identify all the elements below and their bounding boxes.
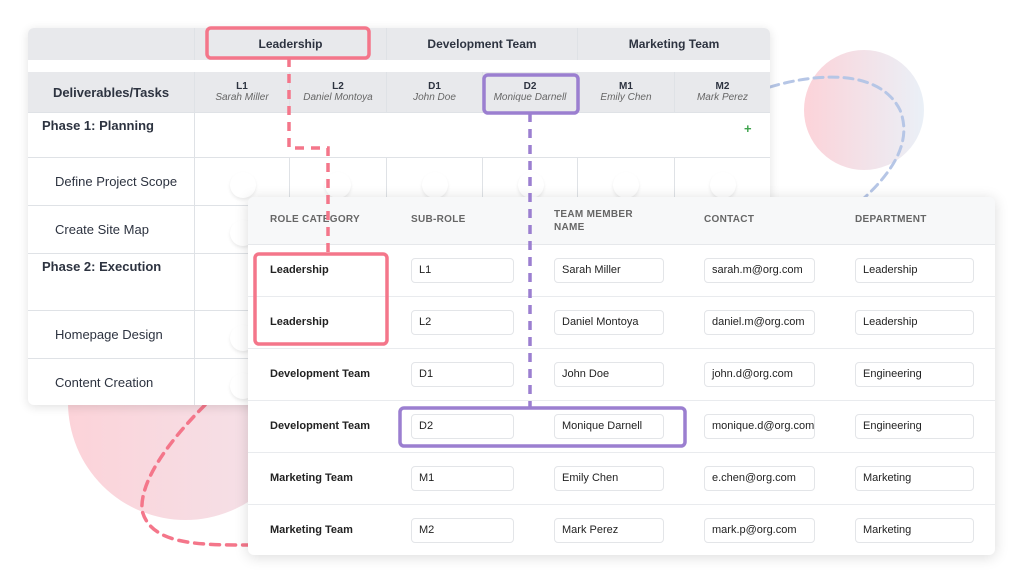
member-name-input[interactable]: Mark Perez [554, 518, 664, 543]
role-column-l1: L1 Sarah Miller [195, 72, 290, 112]
role-category: Marketing Team [270, 472, 353, 484]
role-column-m1: M1 Emily Chen [578, 72, 675, 112]
task-label: Define Project Scope [28, 158, 195, 205]
role-code: D2 [523, 81, 537, 92]
group-header-leadership: Leadership [195, 28, 387, 60]
header-role-category: ROLE CATEGORY [270, 214, 361, 225]
role-column-d2: D2 Monique Darnell [483, 72, 578, 112]
contact-input[interactable]: e.chen@org.com [704, 466, 815, 491]
group-header-development: Development Team [387, 28, 578, 60]
cell-divider [482, 158, 483, 205]
header-department: DEPARTMENT [855, 214, 927, 225]
role-code: D1 [428, 81, 441, 92]
role-column-d1: D1 John Doe [387, 72, 483, 112]
contact-input[interactable]: daniel.m@org.com [704, 310, 815, 335]
department-input[interactable]: Engineering [855, 362, 974, 387]
department-input[interactable]: Marketing [855, 466, 974, 491]
phase-row: Phase 1: Planning + [28, 112, 770, 157]
department-input[interactable]: Leadership [855, 258, 974, 283]
role-code: M2 [715, 81, 730, 92]
role-code: M1 [619, 81, 633, 92]
highlight-leadership-group [205, 26, 371, 60]
role-category: Leadership [270, 264, 329, 276]
roster-row: Leadership L2 Daniel Montoya daniel.m@or… [248, 297, 995, 349]
tasks-column-header: Deliverables/Tasks [28, 72, 195, 112]
sub-role-input[interactable]: L2 [411, 310, 514, 335]
role-category: Development Team [270, 368, 371, 380]
role-column-l2: L2 Daniel Montoya [290, 72, 387, 112]
highlight-d2-row [398, 406, 687, 448]
header-team-member-name: TEAM MEMBER NAME [554, 209, 633, 233]
role-member-name: Monique Darnell [493, 92, 567, 103]
task-label: Create Site Map [28, 206, 195, 253]
sub-role-input[interactable]: M2 [411, 518, 514, 543]
add-icon[interactable]: + [744, 121, 752, 136]
phase-label: Phase 2: Execution [28, 254, 195, 310]
phase-label: Phase 1: Planning [28, 113, 195, 157]
assignment-cell[interactable] [230, 172, 256, 198]
sub-role-input[interactable]: D2 [411, 414, 514, 439]
task-label: Content Creation [28, 359, 195, 405]
role-member-name: Mark Perez [696, 92, 749, 103]
highlight-d2-column [482, 73, 580, 115]
role-category: Development Team [270, 420, 371, 432]
cell-divider [386, 158, 387, 205]
role-code: L2 [332, 81, 344, 92]
department-input[interactable]: Leadership [855, 310, 974, 335]
matrix-corner [28, 28, 195, 60]
sub-role-input[interactable]: M1 [411, 466, 514, 491]
highlight-leadership-rows [253, 252, 389, 346]
task-row: Define Project Scope [28, 157, 770, 205]
member-name-input[interactable]: Daniel Montoya [554, 310, 664, 335]
roster-header: ROLE CATEGORY SUB-ROLE TEAM MEMBER NAME … [248, 197, 995, 245]
contact-input[interactable]: monique.d@org.com [704, 414, 815, 439]
roster-row: Marketing Team M2 Mark Perez mark.p@org.… [248, 505, 995, 555]
cell-divider [289, 158, 290, 205]
group-header-marketing: Marketing Team [578, 28, 770, 60]
contact-input[interactable]: mark.p@org.com [704, 518, 815, 543]
role-column-m2: M2 Mark Perez [675, 72, 770, 112]
team-roster-table: ROLE CATEGORY SUB-ROLE TEAM MEMBER NAME … [248, 197, 995, 555]
member-name-input[interactable]: John Doe [554, 362, 664, 387]
department-input[interactable]: Engineering [855, 414, 974, 439]
role-member-name: Emily Chen [600, 92, 652, 103]
role-member-name: John Doe [413, 92, 456, 103]
member-name-input[interactable]: Sarah Miller [554, 258, 664, 283]
roster-row: Development Team D1 John Doe john.d@org.… [248, 349, 995, 401]
sub-role-input[interactable]: L1 [411, 258, 514, 283]
contact-input[interactable]: john.d@org.com [704, 362, 815, 387]
cell-divider [577, 158, 578, 205]
assignment-cell[interactable] [613, 172, 639, 198]
sub-role-input[interactable]: D1 [411, 362, 514, 387]
department-input[interactable]: Marketing [855, 518, 974, 543]
header-contact: CONTACT [704, 214, 755, 225]
cell-divider [674, 158, 675, 205]
role-code: L1 [236, 81, 248, 92]
contact-input[interactable]: sarah.m@org.com [704, 258, 815, 283]
task-label: Homepage Design [28, 311, 195, 358]
roster-row: Development Team D2 Monique Darnell moni… [248, 401, 995, 453]
roster-row: Leadership L1 Sarah Miller sarah.m@org.c… [248, 245, 995, 297]
role-member-name: Daniel Montoya [303, 92, 373, 103]
header-sub-role: SUB-ROLE [411, 214, 466, 225]
member-name-input[interactable]: Emily Chen [554, 466, 664, 491]
assignment-cell[interactable] [422, 172, 448, 198]
connector-leadership [287, 58, 330, 253]
roster-row: Marketing Team M1 Emily Chen e.chen@org.… [248, 453, 995, 505]
role-category: Marketing Team [270, 524, 353, 536]
role-category: Leadership [270, 316, 329, 328]
decor-circle-pink-right [804, 50, 924, 170]
role-member-name: Sarah Miller [215, 92, 269, 103]
member-name-input[interactable]: Monique Darnell [554, 414, 664, 439]
assignment-cell[interactable] [710, 172, 736, 198]
